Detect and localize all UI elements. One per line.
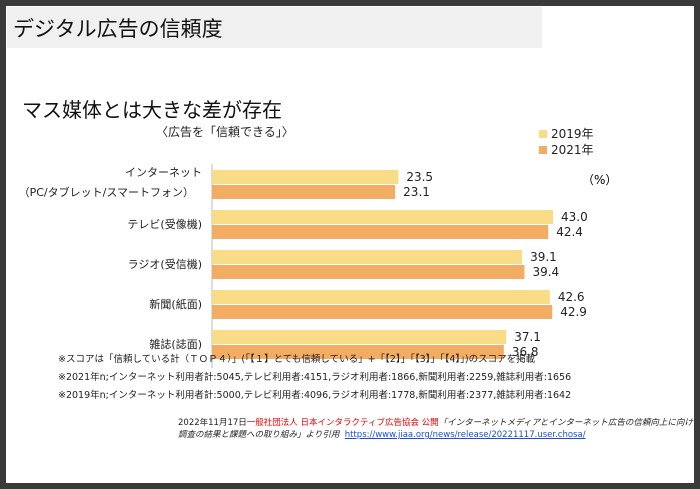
bar-2019年 [212,330,507,344]
page-title: デジタル広告の信頼度 [13,17,223,41]
data-label: 42.4 [556,225,583,239]
header-bar: デジタル広告の信頼度 [7,7,542,48]
category-label: インターネット [125,166,202,179]
data-label: 43.0 [561,210,588,224]
data-label: 37.1 [514,330,541,344]
source-line-2: 調査の結果と課題への取り組み」より引用 https://www.jiaa.org… [178,430,586,440]
data-label: 39.4 [532,265,559,279]
chart-note: 〈広告を「信頼できる」〉 [156,125,294,139]
unit-label: （%） [582,173,618,187]
data-label: 23.1 [403,185,430,199]
subtitle: マス媒体とは大きな差が存在 [22,98,282,122]
data-label: 42.9 [560,305,587,319]
category-label: ラジオ(受信機) [128,257,202,271]
bar-2021年 [212,345,504,359]
legend-swatch [539,146,547,154]
legend-swatch [539,130,547,138]
legend-2021: 2021年 [539,141,594,158]
bar-chart: インターネット （PC/タブレット/スマートフォン） 23.523.1 テレビ(受像機… [19,164,588,368]
footnote: ※2019年n;インターネット利用者計:5000,テレビ利用者:4096,ラジオ… [58,390,572,401]
category-label: （PC/タブレット/スマートフォン） [19,185,194,199]
bar-2021年 [212,225,549,239]
bar-2021年 [212,185,396,199]
bar-2019年 [212,250,523,264]
category-label: 雑誌(誌面) [149,337,202,351]
footnote: ※2021年n;インターネット利用者計:5045,テレビ利用者:4151,ラジオ… [58,372,572,383]
bar-2019年 [212,290,550,304]
bar-2021年 [212,305,553,319]
bar-2019年 [212,170,399,184]
category-label: 新聞(紙面) [149,297,202,311]
footnote: ※スコアは「信頼している計（ＴＯＰ４）」(「【１】とても信頼している」+「【2】… [58,354,536,365]
slide: デジタル広告の信頼度 マス媒体とは大きな差が存在 〈広告を「信頼できる」〉 20… [6,6,694,483]
legend-2019: 2019年 [539,125,594,142]
data-label: 23.5 [406,170,433,184]
bar-2019年 [212,210,553,224]
source-link[interactable]: https://www.jiaa.org/news/release/202211… [344,430,586,440]
category-label: テレビ(受像機) [127,217,202,231]
data-label: 39.1 [530,250,557,264]
source-line-1: 2022年11月17日一般社団法人 日本インタラクティブ広告協会 公開「インター… [178,418,694,428]
data-label: 36.8 [512,345,539,359]
data-label: 42.6 [558,290,585,304]
bar-2021年 [212,265,525,279]
